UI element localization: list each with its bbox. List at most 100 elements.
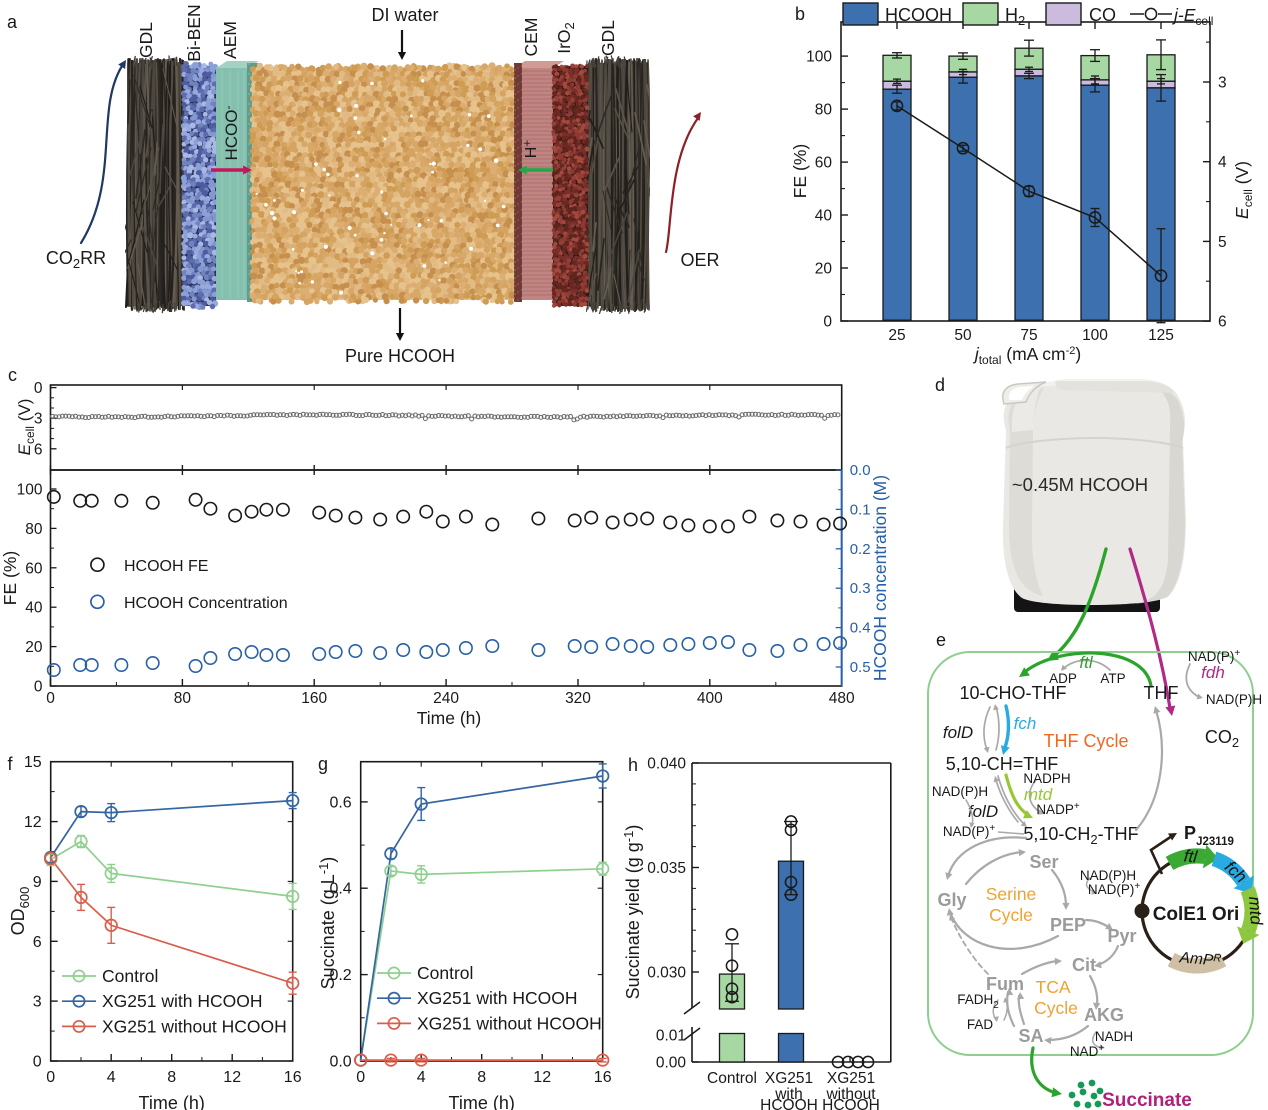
svg-text:12: 12 bbox=[24, 814, 42, 831]
svg-text:CO2: CO2 bbox=[1205, 727, 1239, 750]
svg-text:Time (h): Time (h) bbox=[417, 708, 482, 728]
svg-text:PEP: PEP bbox=[1050, 915, 1086, 935]
svg-text:5,10-CH=THF: 5,10-CH=THF bbox=[946, 754, 1059, 774]
svg-text:0.030: 0.030 bbox=[647, 965, 686, 982]
svg-text:12: 12 bbox=[223, 1069, 241, 1086]
svg-text:NADP+: NADP+ bbox=[1036, 801, 1080, 817]
svg-text:DI water: DI water bbox=[371, 5, 438, 25]
svg-text:ftl: ftl bbox=[1079, 653, 1093, 672]
svg-text:0.2: 0.2 bbox=[850, 541, 871, 558]
svg-text:0.01: 0.01 bbox=[656, 1028, 686, 1045]
svg-text:0.00: 0.00 bbox=[656, 1055, 687, 1072]
svg-text:0: 0 bbox=[46, 1069, 55, 1086]
svg-text:16: 16 bbox=[594, 1069, 612, 1086]
svg-text:ATP: ATP bbox=[1100, 671, 1125, 686]
svg-text:NAD(P)H: NAD(P)H bbox=[1206, 692, 1262, 707]
svg-text:without: without bbox=[825, 1086, 876, 1103]
svg-text:20: 20 bbox=[25, 639, 43, 656]
svg-text:XG251: XG251 bbox=[765, 1070, 813, 1087]
svg-text:AmPR: AmPR bbox=[1178, 949, 1222, 970]
svg-text:0.3: 0.3 bbox=[850, 580, 871, 597]
svg-text:TCA: TCA bbox=[1036, 977, 1071, 997]
svg-text:Serine: Serine bbox=[986, 884, 1037, 904]
svg-text:60: 60 bbox=[815, 155, 833, 172]
svg-text:GDL: GDL bbox=[598, 20, 618, 56]
svg-text:HCOOH: HCOOH bbox=[885, 5, 952, 25]
svg-text:XG251 with HCOOH: XG251 with HCOOH bbox=[417, 988, 577, 1008]
svg-text:80: 80 bbox=[815, 102, 833, 119]
svg-text:XG251: XG251 bbox=[827, 1070, 875, 1087]
svg-text:40: 40 bbox=[25, 600, 43, 617]
svg-text:10-CHO-THF: 10-CHO-THF bbox=[960, 683, 1067, 703]
svg-text:NAD(P)+: NAD(P)+ bbox=[943, 823, 996, 839]
svg-text:XG251 with HCOOH: XG251 with HCOOH bbox=[102, 991, 262, 1011]
svg-text:4: 4 bbox=[107, 1069, 116, 1086]
svg-text:100: 100 bbox=[806, 49, 832, 66]
svg-text:H2: H2 bbox=[1005, 5, 1025, 28]
svg-text:5,10-CH2-THF: 5,10-CH2-THF bbox=[1023, 824, 1138, 847]
svg-text:0: 0 bbox=[34, 679, 43, 696]
svg-text:0: 0 bbox=[34, 380, 43, 397]
svg-text:HCOO-: HCOO- bbox=[221, 106, 241, 161]
svg-text:480: 480 bbox=[829, 690, 855, 707]
svg-text:HCOOH concentration (M): HCOOH concentration (M) bbox=[870, 475, 890, 681]
svg-text:g: g bbox=[318, 754, 328, 774]
svg-text:12: 12 bbox=[533, 1069, 551, 1086]
svg-text:FAD: FAD bbox=[967, 1017, 994, 1032]
svg-text:AEM: AEM bbox=[220, 21, 240, 59]
svg-text:THF Cycle: THF Cycle bbox=[1044, 731, 1129, 751]
svg-text:NADPH: NADPH bbox=[1023, 771, 1070, 786]
svg-text:160: 160 bbox=[301, 690, 327, 707]
svg-text:folD: folD bbox=[943, 723, 973, 742]
svg-text:0.4: 0.4 bbox=[329, 881, 351, 898]
svg-text:0.6: 0.6 bbox=[329, 794, 351, 811]
svg-text:h: h bbox=[628, 755, 638, 775]
svg-text:SA: SA bbox=[1018, 1026, 1043, 1046]
svg-text:NAD+: NAD+ bbox=[1070, 1043, 1105, 1059]
svg-text:400: 400 bbox=[697, 690, 723, 707]
svg-text:FE (%): FE (%) bbox=[790, 144, 810, 198]
svg-text:CO2RR: CO2RR bbox=[46, 248, 106, 271]
svg-text:Succinate yield (g g-1): Succinate yield (g g-1) bbox=[621, 825, 643, 1000]
svg-text:5: 5 bbox=[1218, 234, 1227, 251]
svg-text:3: 3 bbox=[1218, 75, 1227, 92]
svg-text:Ecell (V): Ecell (V) bbox=[15, 399, 37, 456]
svg-text:9: 9 bbox=[33, 874, 42, 891]
svg-text:75: 75 bbox=[1020, 327, 1037, 344]
svg-text:50: 50 bbox=[954, 327, 972, 344]
svg-text:mtd: mtd bbox=[1024, 785, 1053, 804]
svg-text:Succinate (g L-1): Succinate (g L-1) bbox=[316, 857, 338, 990]
svg-text:NADH: NADH bbox=[1095, 1029, 1133, 1044]
svg-text:NAD(P)+: NAD(P)+ bbox=[1088, 881, 1141, 897]
svg-text:Ser: Ser bbox=[1029, 852, 1058, 872]
svg-text:OER: OER bbox=[680, 250, 719, 270]
svg-text:ColE1 Ori: ColE1 Ori bbox=[1153, 904, 1240, 925]
svg-text:Control: Control bbox=[102, 966, 158, 986]
svg-text:Ecell (V): Ecell (V) bbox=[1232, 161, 1255, 219]
svg-text:4: 4 bbox=[1218, 154, 1227, 171]
svg-text:0: 0 bbox=[356, 1069, 365, 1086]
svg-text:FADH2: FADH2 bbox=[957, 992, 999, 1011]
svg-text:mtd: mtd bbox=[1245, 896, 1266, 926]
svg-text:Control: Control bbox=[707, 1070, 757, 1087]
svg-text:Time (h): Time (h) bbox=[139, 1093, 205, 1110]
svg-text:0: 0 bbox=[33, 1054, 42, 1071]
svg-text:ftl: ftl bbox=[1183, 846, 1199, 866]
svg-text:25: 25 bbox=[888, 327, 905, 344]
svg-text:16: 16 bbox=[284, 1069, 302, 1086]
svg-text:IrO2: IrO2 bbox=[554, 22, 577, 54]
svg-text:Cycle: Cycle bbox=[1034, 998, 1078, 1018]
svg-text:6: 6 bbox=[34, 441, 43, 458]
svg-text:240: 240 bbox=[433, 690, 459, 707]
svg-text:0.5: 0.5 bbox=[850, 659, 871, 676]
svg-text:P: P bbox=[1184, 823, 1196, 843]
svg-text:THF: THF bbox=[1144, 683, 1179, 703]
svg-text:6: 6 bbox=[33, 934, 42, 951]
svg-text:0: 0 bbox=[46, 690, 55, 707]
svg-text:0.4: 0.4 bbox=[850, 620, 871, 637]
svg-text:Succinate: Succinate bbox=[1102, 1090, 1192, 1110]
svg-text:XG251 without HCOOH: XG251 without HCOOH bbox=[417, 1013, 602, 1033]
svg-text:HCOOH FE: HCOOH FE bbox=[124, 558, 208, 575]
svg-text:CEM: CEM bbox=[521, 18, 541, 57]
svg-text:j-Ecell: j-Ecell bbox=[1172, 5, 1213, 28]
